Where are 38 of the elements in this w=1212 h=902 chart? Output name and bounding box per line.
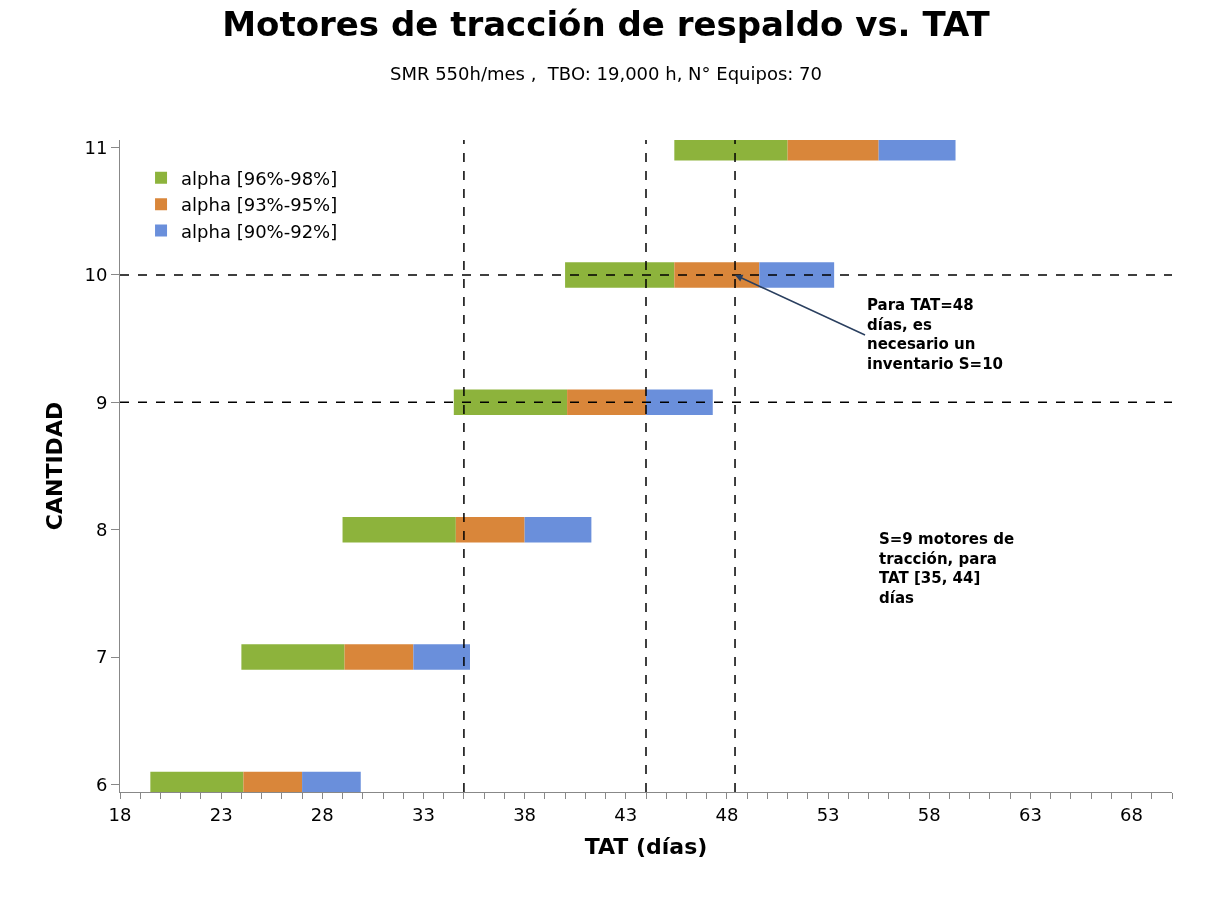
x-tick-label: 58 <box>917 803 941 825</box>
bar <box>759 262 835 288</box>
x-tick-label: 63 <box>1018 803 1042 825</box>
bar <box>455 516 525 543</box>
x-tick-label: 18 <box>108 803 132 825</box>
y-tick-label: 6 <box>95 773 108 795</box>
x-tick-label: 53 <box>816 803 840 825</box>
chart-subtitle: SMR 550h/mes , TBO: 19,000 h, N° Equipos: 70 <box>389 63 823 85</box>
y-axis-title: CANTIDAD <box>42 401 68 531</box>
y-tick-label: 9 <box>95 391 108 413</box>
chart-title: Motores de tracción de respaldo vs. TAT <box>222 4 991 45</box>
x-axis-title: TAT (días) <box>584 834 708 860</box>
annotation: S=9 motores de tracción, para TAT [35, 44] días <box>879 530 1015 607</box>
x-tick-label: 68 <box>1120 803 1143 825</box>
bar <box>565 262 675 288</box>
bar <box>241 644 345 670</box>
bar <box>524 516 592 543</box>
y-tick-label: 10 <box>84 264 108 286</box>
legend-label: alpha [93%-95%] <box>181 194 338 216</box>
x-tick-label: 33 <box>412 803 435 825</box>
bar <box>453 389 568 416</box>
bar <box>567 389 646 416</box>
y-tick-label: 8 <box>95 518 108 540</box>
bar <box>674 262 760 288</box>
legend-label: alpha [96%-98%] <box>181 167 338 189</box>
bar <box>646 389 713 416</box>
bar <box>413 644 470 670</box>
x-tick-label: 43 <box>614 803 638 825</box>
x-tick-label: 38 <box>513 803 537 825</box>
annotation: Para TAT=48 días, es necesario un inventario S=10 <box>867 296 1004 373</box>
x-tick-label: 28 <box>310 803 334 825</box>
bar <box>342 516 456 543</box>
y-tick-label: 7 <box>95 646 108 668</box>
y-tick-label: 11 <box>84 136 108 158</box>
legend-label: alpha [90%-92%] <box>181 220 338 242</box>
bar <box>344 644 414 670</box>
x-tick-label: 23 <box>209 803 233 825</box>
x-tick-label: 48 <box>715 803 739 825</box>
